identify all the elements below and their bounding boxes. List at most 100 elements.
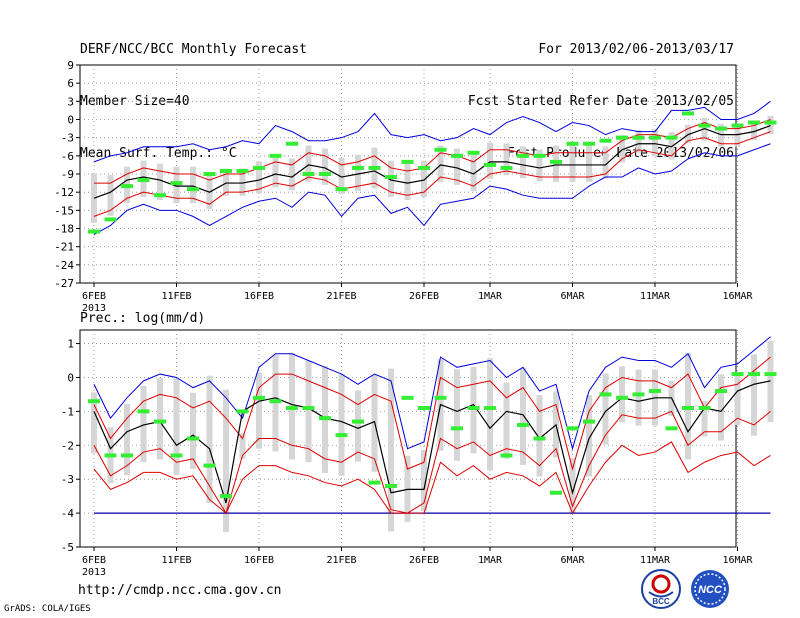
spread-box	[652, 129, 658, 157]
y-tick-label: -3	[61, 473, 74, 486]
median-mark	[368, 165, 381, 170]
spread-box	[206, 172, 213, 210]
median-mark	[583, 141, 595, 146]
x-tick-label: 16FEB	[244, 291, 274, 302]
median-mark	[137, 178, 150, 183]
spread-box	[602, 146, 609, 179]
spread-box	[536, 149, 543, 182]
median-mark	[352, 165, 364, 170]
median-mark	[187, 436, 199, 441]
spread-box	[470, 154, 477, 191]
spread-box	[701, 117, 708, 141]
median-mark	[649, 135, 661, 140]
spread-box	[454, 369, 460, 461]
median-mark	[88, 229, 100, 234]
x-tick-label: 11MAR	[640, 291, 671, 302]
footer-credit: GrADS: COLA/IGES	[4, 604, 91, 614]
series-line-upper-bound	[93, 100, 771, 163]
x-tick-label: 6MAR	[560, 555, 585, 566]
median-mark	[566, 426, 579, 431]
median-mark	[764, 372, 777, 377]
median-mark	[517, 422, 529, 427]
spread-box	[239, 168, 246, 196]
median-mark	[187, 187, 199, 192]
median-mark	[484, 162, 496, 167]
x-year-label: 2013	[82, 567, 106, 578]
y-tick-label: 1	[67, 338, 74, 351]
median-mark	[104, 453, 117, 458]
median-mark	[335, 187, 348, 192]
spread-box	[223, 389, 229, 533]
median-mark	[764, 120, 777, 125]
y-tick-label: 3	[67, 95, 74, 108]
spread-box	[173, 378, 180, 476]
median-mark	[418, 405, 430, 410]
spread-box	[388, 368, 394, 532]
y-tick-label: 6	[67, 77, 74, 90]
y-tick-label: -18	[54, 223, 74, 236]
median-mark	[154, 193, 166, 198]
median-mark	[170, 453, 183, 458]
y-tick-label: -9	[61, 168, 74, 181]
median-mark	[632, 135, 645, 140]
y-tick-label: -2	[61, 439, 74, 452]
median-mark	[121, 184, 133, 189]
median-mark	[335, 433, 348, 438]
spread-box	[91, 392, 97, 454]
spread-box	[239, 433, 246, 459]
spread-box	[322, 148, 328, 185]
spread-box	[503, 382, 510, 459]
median-mark	[319, 416, 331, 421]
median-mark	[302, 405, 315, 410]
spread-box	[223, 168, 229, 196]
x-tick-label: 16FEB	[244, 555, 274, 566]
spread-box	[421, 160, 427, 198]
median-mark	[731, 123, 744, 128]
median-mark	[434, 147, 447, 152]
ncc-logo: NCC	[691, 570, 729, 608]
spread-box	[355, 390, 361, 462]
spread-box	[767, 115, 774, 135]
median-mark	[632, 392, 645, 397]
series-line-lower-inner	[93, 131, 771, 217]
median-mark	[517, 153, 529, 158]
x-tick-label: 1MAR	[478, 291, 503, 302]
chart-title: DERF/NCC/BCC Monthly Forecast	[80, 42, 307, 57]
median-mark	[220, 168, 232, 173]
y-tick-label: -4	[61, 507, 75, 520]
median-mark	[385, 175, 397, 180]
spread-box	[272, 155, 279, 188]
spread-box	[602, 373, 609, 445]
spread-box	[619, 366, 625, 423]
x-tick-label: 1MAR	[478, 555, 503, 566]
median-mark	[451, 426, 463, 431]
footer-url: http://cmdp.ncc.cma.gov.cn	[78, 583, 282, 598]
x-tick-label: 21FEB	[326, 555, 356, 566]
y-tick-label: -3	[61, 132, 74, 145]
spread-box	[256, 372, 262, 449]
median-mark	[484, 405, 496, 410]
median-mark	[698, 405, 711, 410]
spread-box	[256, 161, 262, 194]
median-mark	[385, 483, 397, 488]
median-mark	[104, 217, 117, 222]
spread-box	[668, 132, 675, 160]
series-line-upper-inner	[93, 356, 771, 471]
spread-box	[454, 148, 460, 185]
spread-box	[107, 174, 114, 216]
spread-box	[355, 154, 361, 191]
median-mark	[170, 181, 183, 186]
spread-box	[503, 143, 510, 176]
spread-box	[536, 395, 543, 477]
spread-box	[734, 374, 741, 425]
spread-box	[586, 395, 592, 477]
median-mark	[434, 395, 447, 400]
chart-title: Prec.: log(mm/d)	[80, 311, 205, 326]
x-tick-label: 11FEB	[161, 555, 191, 566]
spread-box	[190, 166, 196, 204]
median-mark	[500, 453, 513, 458]
median-mark	[203, 463, 216, 468]
spread-box	[157, 163, 163, 201]
x-tick-label: 6MAR	[560, 291, 585, 302]
